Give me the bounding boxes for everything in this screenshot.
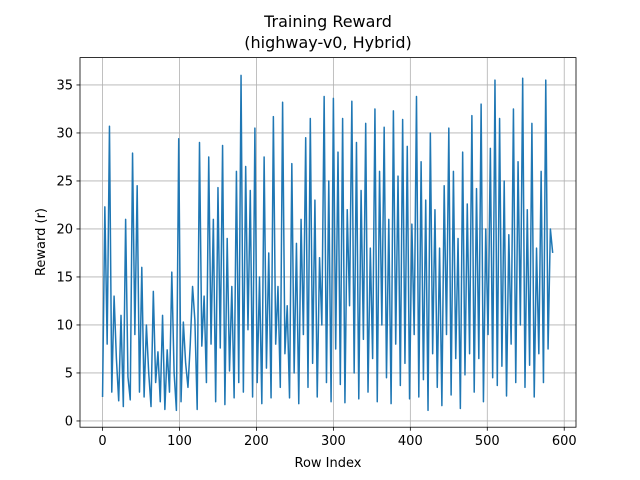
y-tick-label: 0 — [65, 414, 73, 429]
data-line — [101, 74, 554, 412]
plot-frame — [79, 57, 577, 428]
y-tick-label: 15 — [56, 270, 73, 285]
y-tick-label: 20 — [56, 222, 73, 237]
y-tick-label: 5 — [65, 366, 73, 381]
x-tick-label: 600 — [552, 434, 577, 449]
y-axis-label: Reward (r) — [34, 208, 49, 276]
chart-title: Training Reward — [263, 12, 392, 31]
chart-subtitle: (highway-v0, Hybrid) — [244, 33, 411, 52]
x-tick-label: 300 — [321, 434, 346, 449]
x-tick-label: 500 — [475, 434, 500, 449]
x-tick-label: 0 — [98, 434, 106, 449]
x-tick-label: 200 — [244, 434, 269, 449]
y-tick-label: 30 — [56, 126, 73, 141]
y-tick-label: 10 — [56, 318, 73, 333]
x-tick-label: 100 — [167, 434, 192, 449]
x-axis-label: Row Index — [295, 456, 362, 471]
x-tick-label: 400 — [398, 434, 423, 449]
y-tick-label: 25 — [56, 174, 73, 189]
y-tick-label: 35 — [56, 78, 73, 93]
